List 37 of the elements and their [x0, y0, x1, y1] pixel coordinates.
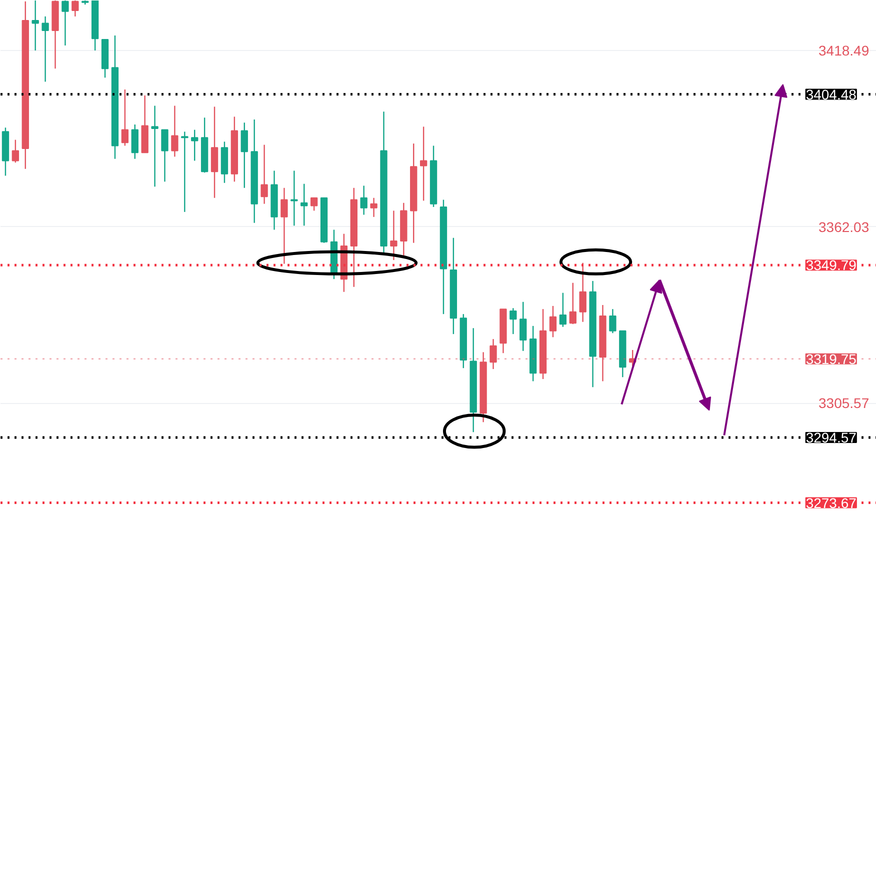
ref-line-label: 3349.79: [806, 257, 857, 274]
candlestick: [520, 301, 527, 352]
candlestick: [300, 183, 308, 226]
candlestick: [579, 262, 586, 322]
ref-line-label: 3273.67: [806, 494, 857, 511]
candlestick: [32, 0, 39, 52]
candlestick: [181, 131, 188, 213]
candlestick: [62, 0, 69, 46]
candlestick: [280, 187, 288, 264]
y-tick-label: 3362.03: [818, 218, 870, 235]
candlestick: [240, 122, 248, 188]
candlestick: [559, 292, 567, 328]
candlestick: [490, 338, 497, 370]
candlestick: [569, 282, 576, 325]
candlestick: [609, 308, 616, 334]
candlestick: [72, 0, 79, 18]
ref-line-label: 3404.48: [806, 86, 857, 102]
candlestick: [390, 210, 398, 261]
y-tick-label: 3305.57: [818, 395, 870, 412]
candlestick: [310, 197, 318, 212]
candlestick: [121, 88, 129, 146]
candlestick: [171, 105, 178, 158]
y-tick-label: 3418.49: [818, 42, 870, 58]
ref-line-label: 3319.75: [806, 350, 857, 367]
candlestick: [151, 105, 158, 188]
candlestick: [42, 16, 49, 82]
candlestick: [360, 185, 368, 216]
candlestick: [191, 129, 198, 162]
candlestick: [12, 139, 20, 164]
candlestick: [510, 308, 517, 335]
candlestick: [370, 197, 378, 218]
candlestick: [549, 305, 557, 338]
candlestick: [420, 126, 428, 202]
candlestick: [260, 144, 268, 204]
candlestick: [161, 129, 168, 182]
candlestick: [131, 124, 138, 160]
ref-line-label: 3294.57: [806, 430, 857, 446]
